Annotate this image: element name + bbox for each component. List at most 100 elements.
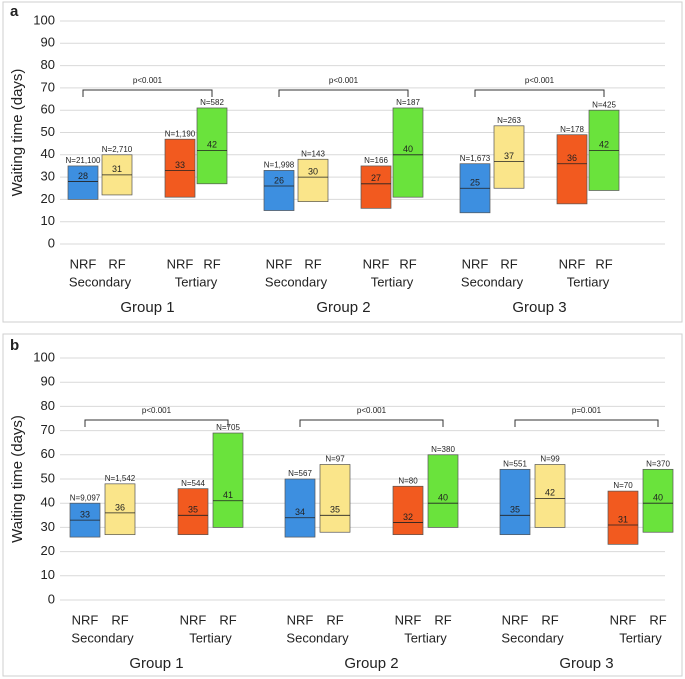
p-value: p=0.001 [572, 406, 602, 415]
group-label: Group 2 [344, 655, 398, 672]
bar-category: RF [108, 256, 125, 271]
y-tick-label: 100 [33, 349, 55, 364]
median-label: 35 [188, 505, 198, 515]
bar [392, 485, 424, 536]
setting-label: Secondary [461, 274, 524, 289]
median-label: 27 [371, 173, 381, 183]
bar-category: NRF [287, 612, 314, 627]
y-tick-label: 0 [48, 235, 55, 250]
setting-label: Tertiary [175, 274, 218, 289]
n-label: N=551 [503, 459, 527, 468]
bar [392, 107, 424, 198]
n-label: N=1,673 [460, 154, 491, 163]
significance-bracket [514, 419, 659, 427]
median-label: 40 [403, 144, 413, 154]
bar-category: RF [111, 612, 128, 627]
y-tick-label: 80 [41, 57, 55, 72]
median-label: 40 [438, 493, 448, 503]
significance-bracket [278, 89, 409, 97]
median-label: 31 [618, 514, 628, 524]
setting-label: Tertiary [404, 630, 447, 645]
median-label: 36 [567, 153, 577, 163]
n-label: N=2,710 [102, 145, 133, 154]
bar-category: NRF [70, 256, 97, 271]
y-tick-label: 40 [41, 146, 55, 161]
n-label: N=99 [540, 455, 560, 464]
bar-category: RF [326, 612, 343, 627]
median-label: 42 [599, 140, 609, 150]
median-label: 41 [223, 490, 233, 500]
significance-bracket [474, 89, 605, 97]
group-label: Group 3 [559, 655, 613, 672]
bar-category: RF [434, 612, 451, 627]
bar [104, 483, 136, 536]
median-label: 35 [510, 505, 520, 515]
setting-label: Tertiary [619, 630, 662, 645]
n-label: N=166 [364, 156, 388, 165]
bar-category: RF [649, 612, 666, 627]
bar-category: NRF [395, 612, 422, 627]
n-label: N=582 [200, 98, 224, 107]
bar-category: NRF [266, 256, 293, 271]
n-label: N=9,097 [70, 493, 101, 502]
n-label: N=370 [646, 459, 670, 468]
setting-label: Tertiary [371, 274, 414, 289]
median-label: 32 [403, 512, 413, 522]
bar [427, 454, 459, 528]
bar-category: RF [203, 256, 220, 271]
bar-category: NRF [167, 256, 194, 271]
median-label: 42 [545, 488, 555, 498]
y-tick-label: 90 [41, 35, 55, 50]
significance-bracket [84, 419, 229, 427]
y-tick-label: 60 [41, 446, 55, 461]
n-label: N=1,542 [105, 474, 136, 483]
p-value: p<0.001 [329, 76, 359, 85]
median-label: 33 [175, 160, 185, 170]
p-value: p<0.001 [525, 76, 555, 85]
bar [556, 134, 588, 205]
panel-frame [2, 333, 683, 677]
n-label: N=97 [325, 455, 345, 464]
n-label: N=1,998 [264, 161, 295, 170]
group-label: Group 1 [129, 655, 183, 672]
bar [67, 165, 99, 200]
significance-bracket [299, 419, 444, 427]
y-tick-label: 50 [41, 470, 55, 485]
y-axis-label: Waiting time (days) [9, 415, 26, 543]
setting-label: Secondary [265, 274, 328, 289]
y-tick-label: 30 [41, 519, 55, 534]
bar [177, 488, 209, 536]
bar [263, 170, 295, 211]
bar-category: NRF [610, 612, 637, 627]
y-tick-label: 20 [41, 191, 55, 206]
median-label: 26 [274, 175, 284, 185]
bar [319, 464, 351, 533]
y-tick-label: 30 [41, 169, 55, 184]
bar-category: RF [304, 256, 321, 271]
bar-category: RF [219, 612, 236, 627]
bar [607, 490, 639, 545]
bar-category: RF [541, 612, 558, 627]
median-label: 33 [80, 510, 90, 520]
bar-category: NRF [180, 612, 207, 627]
y-tick-label: 100 [33, 12, 55, 27]
y-tick-label: 90 [41, 374, 55, 389]
median-label: 31 [112, 164, 122, 174]
y-tick-label: 10 [41, 567, 55, 582]
n-label: N=178 [560, 125, 584, 134]
setting-label: Tertiary [189, 630, 232, 645]
setting-label: Tertiary [567, 274, 610, 289]
bar-category: NRF [363, 256, 390, 271]
p-value: p<0.001 [357, 406, 387, 415]
bar-category: RF [500, 256, 517, 271]
n-label: N=544 [181, 479, 205, 488]
median-label: 25 [470, 178, 480, 188]
group-label: Group 1 [120, 299, 174, 316]
bar-category: NRF [72, 612, 99, 627]
panel-frame [2, 1, 683, 323]
bar [534, 464, 566, 528]
bar-category: NRF [559, 256, 586, 271]
n-label: N=143 [301, 149, 325, 158]
bar [360, 165, 392, 209]
